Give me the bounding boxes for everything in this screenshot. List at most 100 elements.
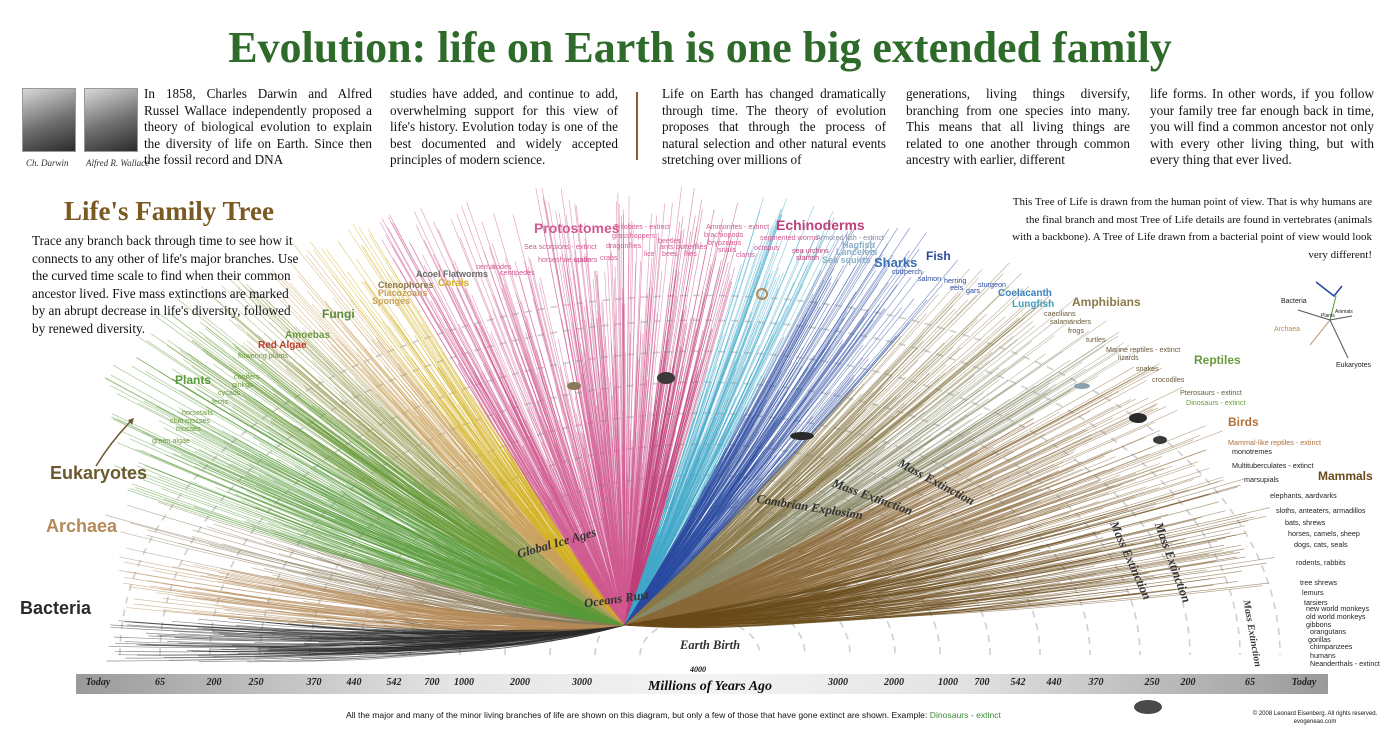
clade-sea-squirts: Sea squirts: [822, 255, 871, 265]
label-cycads: cycads: [218, 388, 240, 397]
axis-tick-left-3: 250: [249, 677, 264, 688]
inset-label-eukaryotes: Eukaryotes: [1336, 362, 1371, 369]
label-snakes: snakes: [1136, 364, 1159, 373]
label-dogs-cats: dogs, cats, seals: [1294, 540, 1348, 549]
axis-tick-left-4: 370: [307, 677, 322, 688]
label-salamanders: salamanders: [1050, 317, 1091, 326]
label-rodents: rodents, rabbits: [1296, 558, 1346, 567]
clade-protostomes: Protostomes: [534, 220, 620, 236]
label-segmented-worms: segmented worms: [760, 233, 819, 242]
label-bats-shrews: bats, shrews: [1285, 518, 1325, 527]
label-armored-fish: Armored fish - extinct: [816, 233, 884, 242]
footnote-example: Dinosaurs - extinct: [930, 710, 1001, 720]
axis-tick-left-0: Today: [86, 677, 111, 688]
clade-bacteria: Bacteria: [20, 598, 91, 619]
label-ferns: ferns: [212, 397, 228, 406]
label-octopus: octopus: [754, 243, 779, 252]
point-of-view-note: This Tree of Life is drawn from the huma…: [1010, 194, 1372, 264]
label-elephants: elephants, aardvarks: [1270, 491, 1337, 500]
label-marsupials: marsupials: [1244, 475, 1279, 484]
label-crabs: crabs: [600, 253, 618, 262]
inset-label-plants: Plants: [1321, 313, 1335, 319]
event-earth-birth: Earth Birth: [680, 638, 740, 653]
life-family-tree-heading: Life's Family Tree: [64, 196, 274, 227]
axis-tick-left-7: 700: [425, 677, 440, 688]
label-spiders: spiders: [574, 255, 597, 264]
clade-coelacanth: Coelacanth: [998, 288, 1052, 299]
clade-birds: Birds: [1228, 415, 1259, 429]
label-multituberculates: Multituberculates - extinct: [1232, 461, 1314, 470]
label-trilobites: Trilobites - extinct: [614, 222, 670, 231]
inset-label-bacteria: Bacteria: [1281, 298, 1307, 305]
label-monotremes: monotremes: [1232, 447, 1272, 456]
axis-tick-right-2: 1000: [938, 677, 958, 688]
label-grasshoppers: grasshoppers: [612, 231, 656, 240]
marine-reptile-icon: [1074, 383, 1090, 389]
footnote-text: All the major and many of the minor livi…: [346, 710, 927, 720]
axis-tick-right-8: 200: [1181, 677, 1196, 688]
axis-title: Millions of Years Ago: [580, 679, 840, 695]
label-snails: snails: [718, 245, 736, 254]
label-lizards: lizards: [1118, 353, 1139, 362]
label-mosses: mosses: [176, 424, 201, 433]
label-cod: cod: [892, 267, 904, 276]
armored-fish-icon: [790, 432, 814, 440]
axis-tick-right-10: Today: [1292, 677, 1317, 688]
clade-fungi: Fungi: [322, 307, 355, 321]
label-lice: lice: [644, 249, 655, 258]
inset-label-archaea: Archaea: [1274, 326, 1300, 333]
label-dinosaurs: Dinosaurs - extinct: [1186, 398, 1246, 407]
axis-tick-right-0: 3000: [828, 677, 848, 688]
axis-tick-left-1: 65: [155, 677, 165, 688]
axis-tick-left-6: 542: [387, 677, 402, 688]
axis-tick-left-2: 200: [207, 677, 222, 688]
axis-tick-left-9: 2000: [510, 677, 530, 688]
clade-fish: Fish: [926, 249, 951, 263]
footnote: All the major and many of the minor livi…: [346, 710, 1001, 720]
label-green-algae: green algae: [152, 436, 190, 445]
clade-amoebas: Amoebas: [285, 330, 330, 341]
label-sloths: sloths, anteaters, armadillos: [1276, 506, 1366, 515]
website-line: evogeneao.com: [1240, 718, 1390, 726]
clade-red-algae: Red Algae: [258, 340, 307, 351]
label-tree-shrews: tree shrews: [1300, 578, 1337, 587]
dinosaur-icon: [1129, 413, 1147, 423]
axis-tick-right-6: 370: [1089, 677, 1104, 688]
axis-tick-right-3: 700: [975, 677, 990, 688]
axis-tick-right-4: 542: [1011, 677, 1026, 688]
triceratops-icon: [1134, 700, 1162, 714]
label-mammal-like-reptiles: Mammal-like reptiles - extinct: [1228, 438, 1321, 447]
clade-reptiles: Reptiles: [1194, 353, 1241, 367]
eukaryote-arrow-icon: [96, 420, 132, 466]
clade-echinoderms: Echinoderms: [776, 217, 865, 233]
label-pterosaurs: Pterosaurs - extinct: [1180, 388, 1242, 397]
label-centipedes: centipedes: [500, 268, 535, 277]
label-crocodiles: crocodiles: [1152, 375, 1184, 384]
label-eels: eels: [950, 283, 963, 292]
clade-amphibians: Amphibians: [1072, 295, 1141, 309]
label-sea-scorpions: Sea scorpions - extinct: [524, 242, 597, 251]
label-starfish: starfish: [796, 253, 819, 262]
label-flowering-plants: flowering plants: [238, 351, 288, 360]
label-chimpanzees: chimpanzees: [1310, 642, 1352, 651]
label-salmon: salmon: [918, 274, 941, 283]
clade-archaea: Archaea: [46, 516, 117, 537]
copyright-line: © 2008 Leonard Eisenberg. All rights res…: [1240, 710, 1390, 718]
clade-corals: Corals: [438, 278, 469, 289]
clade-eukaryotes: Eukaryotes: [50, 463, 147, 484]
label-flies: flies: [684, 249, 697, 258]
dinosaur-2-icon: [1153, 436, 1167, 444]
axis-center-value: 4000: [690, 665, 706, 674]
clade-mammals: Mammals: [1318, 469, 1373, 483]
arrow-icon: [1316, 282, 1342, 296]
trilobite-icon: [657, 372, 675, 384]
label-horses: horses, camels, sheep: [1288, 529, 1360, 538]
axis-tick-left-10: 3000: [572, 677, 592, 688]
axis-tick-left-5: 440: [347, 677, 362, 688]
label-clams: clams: [736, 250, 755, 259]
label-neanderthals: Neanderthals - extinct: [1310, 659, 1380, 668]
inset-tree-diagram: [1298, 282, 1352, 358]
label-turtles: turtles: [1086, 335, 1106, 344]
label-sturgeon: sturgeon: [978, 280, 1006, 289]
label-dragonflies: dragonflies: [606, 241, 641, 250]
